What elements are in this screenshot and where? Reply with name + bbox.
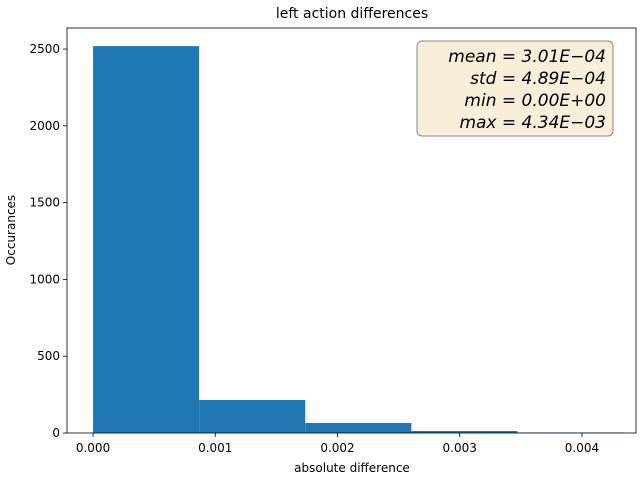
y-tick-label: 2500 bbox=[29, 42, 60, 56]
x-tick-label: 0.002 bbox=[320, 441, 354, 455]
y-tick-label: 0 bbox=[52, 426, 60, 440]
y-axis-label: Occurances bbox=[4, 195, 18, 265]
annotation-line: mean = 3.01E−04 bbox=[448, 47, 606, 67]
annotation-line: max = 4.34E−03 bbox=[459, 113, 606, 133]
annotation-box bbox=[416, 40, 614, 137]
bar bbox=[93, 46, 200, 434]
annotation-line: min = 0.00E+00 bbox=[464, 91, 606, 111]
plot-frame bbox=[66, 27, 637, 434]
y-tick-label: 1000 bbox=[29, 272, 60, 286]
y-tick-label: 1500 bbox=[29, 196, 60, 210]
bar bbox=[199, 399, 306, 433]
chart-title: left action differences bbox=[276, 6, 428, 22]
x-tick-label: 0.004 bbox=[565, 441, 599, 455]
x-axis-label: absolute difference bbox=[294, 461, 410, 475]
annotation-line: std = 4.89E−04 bbox=[470, 69, 606, 89]
x-tick-label: 0.001 bbox=[198, 441, 232, 455]
bar bbox=[411, 431, 518, 433]
y-tick-label: 2000 bbox=[29, 119, 60, 133]
bar bbox=[305, 423, 412, 433]
x-tick-label: 0.003 bbox=[443, 441, 477, 455]
x-tick-label: 0.000 bbox=[76, 441, 110, 455]
y-tick-label: 500 bbox=[37, 349, 60, 363]
